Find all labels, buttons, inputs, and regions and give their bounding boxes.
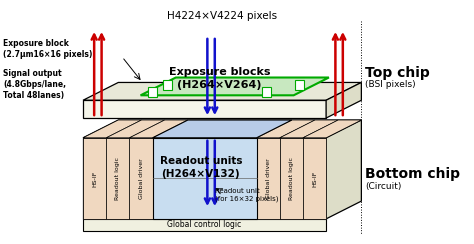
Polygon shape	[106, 120, 164, 138]
Text: H4224×V4224 pixels: H4224×V4224 pixels	[167, 11, 277, 21]
Text: Signal output
(4.8Gbps/lane,
Total 48lanes): Signal output (4.8Gbps/lane, Total 48lan…	[3, 69, 66, 100]
Polygon shape	[303, 120, 361, 138]
Text: Exposure block
(2.7μm16×16 pixels): Exposure block (2.7μm16×16 pixels)	[3, 39, 92, 59]
Polygon shape	[256, 138, 280, 219]
Text: Readout unit
(for 16×32 pixels): Readout unit (for 16×32 pixels)	[215, 188, 278, 202]
Polygon shape	[83, 120, 141, 138]
Polygon shape	[280, 120, 338, 138]
Text: (Circuit): (Circuit)	[365, 182, 401, 191]
Text: Global driver: Global driver	[265, 158, 271, 199]
Text: Bottom chip: Bottom chip	[365, 167, 460, 181]
Text: Global driver: Global driver	[138, 158, 144, 199]
Polygon shape	[148, 87, 157, 97]
Polygon shape	[83, 82, 361, 100]
Polygon shape	[153, 138, 256, 219]
Text: Exposure blocks
(H264×V264): Exposure blocks (H264×V264)	[169, 67, 270, 90]
Polygon shape	[141, 78, 329, 95]
Text: HS-IF: HS-IF	[92, 170, 97, 187]
Polygon shape	[83, 138, 326, 219]
Polygon shape	[256, 120, 315, 138]
Polygon shape	[326, 82, 361, 118]
Polygon shape	[163, 81, 172, 90]
Polygon shape	[129, 138, 153, 219]
Text: HS-IF: HS-IF	[312, 170, 317, 187]
Text: Readout logic: Readout logic	[115, 157, 120, 200]
Polygon shape	[83, 100, 326, 118]
Text: Global control logic: Global control logic	[167, 220, 242, 229]
Polygon shape	[83, 219, 326, 231]
Polygon shape	[294, 81, 304, 90]
Polygon shape	[326, 120, 361, 219]
Text: Readout units
(H264×V132): Readout units (H264×V132)	[160, 156, 242, 179]
Polygon shape	[106, 138, 129, 219]
Polygon shape	[153, 120, 292, 138]
Text: Readout logic: Readout logic	[289, 157, 294, 200]
Polygon shape	[280, 138, 303, 219]
Polygon shape	[303, 138, 326, 219]
Text: (BSI pixels): (BSI pixels)	[365, 80, 416, 89]
Polygon shape	[262, 87, 272, 97]
Polygon shape	[83, 138, 106, 219]
Polygon shape	[129, 120, 188, 138]
Polygon shape	[83, 120, 361, 138]
Text: Top chip: Top chip	[365, 66, 430, 80]
